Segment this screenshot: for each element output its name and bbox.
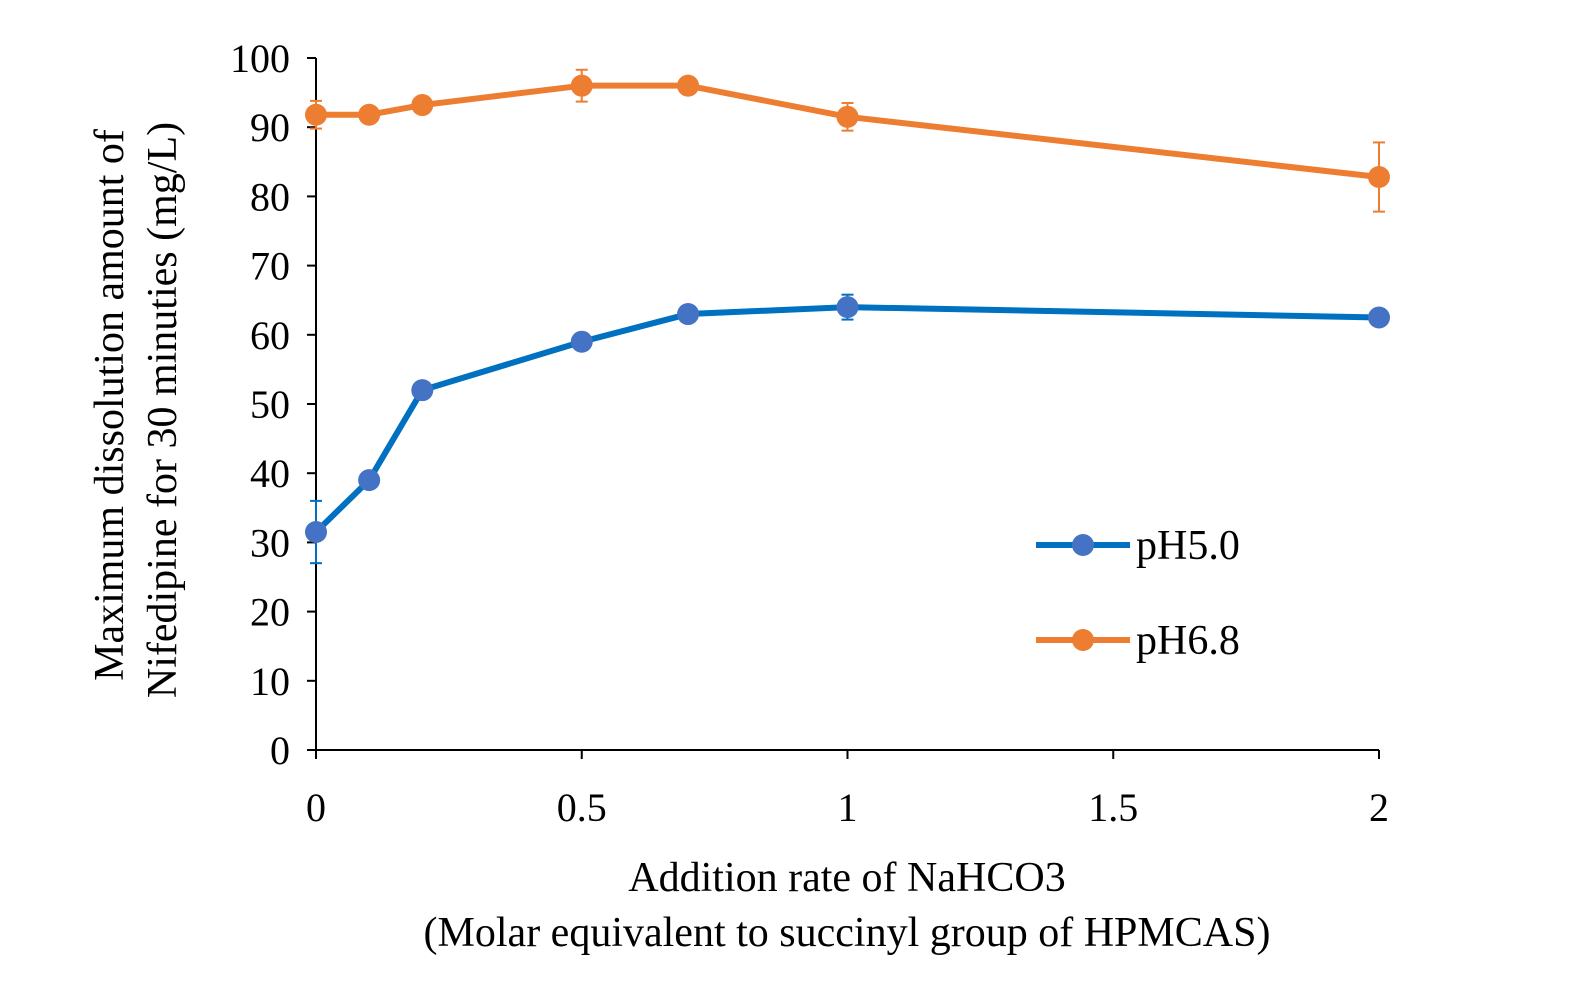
y-tick-label: 20 — [250, 590, 290, 635]
data-point — [358, 469, 381, 492]
data-point — [1368, 306, 1390, 329]
data-point — [677, 74, 700, 97]
data-point — [305, 521, 327, 544]
data-point — [305, 103, 327, 126]
y-tick-label: 90 — [250, 105, 290, 150]
y-tick-label: 80 — [250, 174, 290, 219]
data-point — [677, 303, 700, 326]
data-point — [411, 94, 434, 117]
x-axis-title-line-1: Addition rate of NaHCO3 — [628, 855, 1065, 901]
series-ph6-8 — [305, 68, 1390, 213]
y-tick-label: 30 — [250, 520, 290, 565]
data-point — [358, 103, 381, 126]
data-point — [836, 296, 859, 319]
x-tick-label: 0 — [306, 785, 326, 830]
data-point — [1368, 166, 1390, 189]
data-point — [570, 330, 593, 353]
x-tick-label: 2 — [1369, 785, 1389, 830]
y-tick-label: 50 — [250, 382, 290, 427]
legend-item: pH5.0 — [1036, 523, 1240, 569]
legend-swatch-marker — [1072, 629, 1094, 651]
chart-marks — [305, 68, 1390, 565]
axes: 0 10 20 30 40 50 60 70 80 90 100 0 0.5 1 1.5 2 — [230, 36, 1389, 830]
legend-label: pH6.8 — [1136, 618, 1240, 664]
y-tick-label: 40 — [250, 451, 290, 496]
x-axis-title-line-2: (Molar equivalent to succinyl group of H… — [424, 910, 1271, 956]
y-axis-title: Maximum dissolution amount of Nifedipine… — [87, 122, 186, 698]
y-tick-label: 10 — [250, 659, 290, 704]
series-line — [313, 304, 1380, 535]
y-tick-label: 60 — [250, 313, 290, 358]
x-tick-label: 1.5 — [1088, 785, 1138, 830]
legend: pH5.0 pH6.8 — [1036, 523, 1240, 664]
legend-swatch-marker — [1072, 534, 1094, 556]
legend-item: pH6.8 — [1036, 618, 1240, 664]
x-axis-title: Addition rate of NaHCO3 (Molar equivalen… — [424, 855, 1271, 956]
y-tick-label: 100 — [230, 36, 290, 81]
y-axis-title-line-2: Nifedipine for 30 minuties (mg/L) — [140, 122, 186, 698]
x-tick-label: 1 — [838, 785, 858, 830]
data-point — [836, 105, 859, 128]
series-ph5-0 — [305, 293, 1390, 565]
y-tick-label: 70 — [250, 244, 290, 289]
y-axis-title-line-1: Maximum dissolution amount of — [87, 129, 133, 681]
y-tick-label: 0 — [270, 728, 290, 773]
legend-label: pH5.0 — [1136, 523, 1240, 569]
x-tick-label: 0.5 — [557, 785, 607, 830]
data-point — [570, 74, 593, 97]
data-point — [411, 379, 434, 402]
